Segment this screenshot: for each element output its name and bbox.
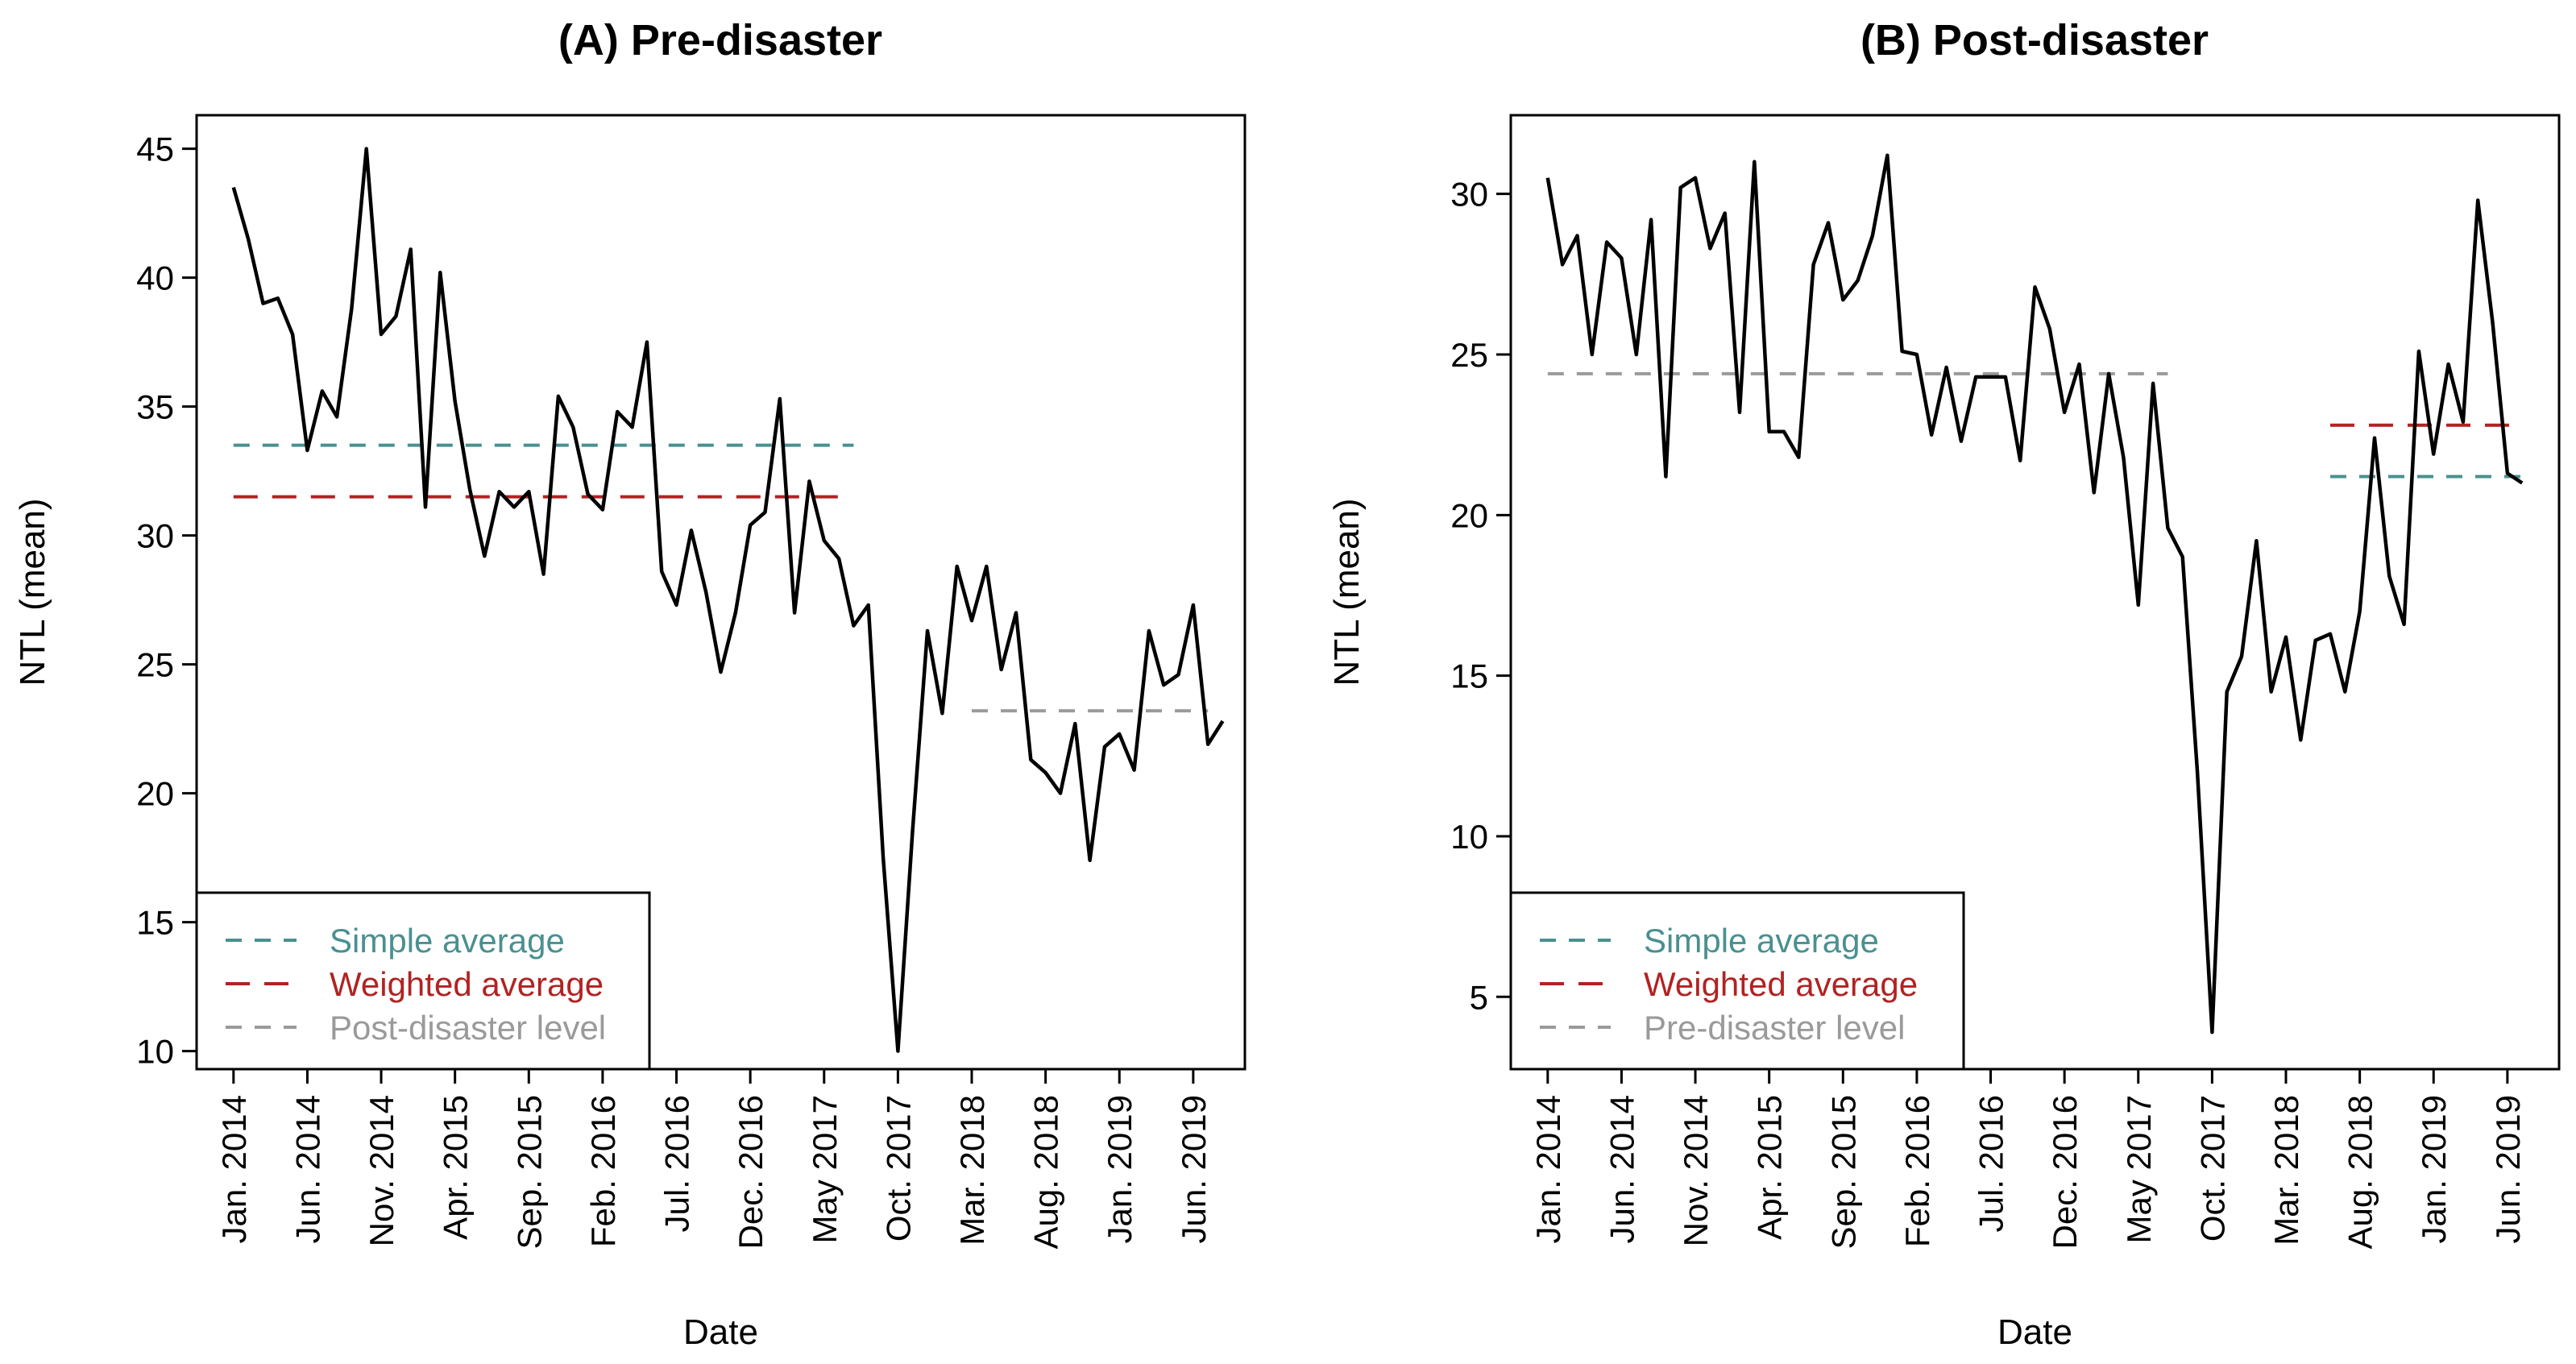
- x-tick-label: Sep. 2015: [1824, 1095, 1862, 1250]
- x-tick-label: Dec. 2016: [732, 1095, 769, 1249]
- y-tick-label: 30: [136, 517, 174, 555]
- x-tick-label: Jan. 2014: [1529, 1095, 1567, 1244]
- x-tick-label: Aug. 2018: [2342, 1095, 2379, 1250]
- legend-box: [195, 891, 651, 1071]
- legend-label: Pre-disaster level: [1644, 1009, 1905, 1047]
- legend-label: Weighted average: [330, 965, 604, 1003]
- x-tick-label: Feb. 2016: [584, 1095, 622, 1247]
- x-tick-label: Jun. 2014: [1603, 1095, 1641, 1244]
- series-line: [1545, 153, 2524, 1034]
- y-tick-label: 45: [136, 131, 174, 168]
- x-tick-label: Nov. 2014: [1677, 1095, 1715, 1246]
- y-tick-label: 10: [1450, 818, 1488, 856]
- x-tick-label: Feb. 2016: [1898, 1095, 1936, 1247]
- x-tick-label: Jun. 2014: [288, 1095, 326, 1244]
- y-tick-label: 25: [136, 646, 174, 684]
- legend-box: [1509, 891, 1965, 1071]
- legend-label: Weighted average: [1644, 965, 1918, 1003]
- y-tick-label: 40: [136, 259, 174, 297]
- series-line: [231, 147, 1225, 1053]
- x-tick-label: Apr. 2015: [437, 1095, 475, 1240]
- x-tick-label: Mar. 2018: [953, 1095, 991, 1246]
- y-tick-label: 35: [136, 388, 174, 426]
- x-tick-label: Oct. 2017: [879, 1095, 917, 1242]
- legend-label: Simple average: [1644, 922, 1879, 960]
- x-tick-label: Jan. 2014: [215, 1095, 253, 1244]
- y-tick-label: 20: [1450, 496, 1488, 534]
- y-axis-label: NTL (mean): [1327, 498, 1367, 686]
- x-tick-label: Aug. 2018: [1027, 1095, 1065, 1250]
- panel-post-disaster: (B) Post-disaster 5 10 15 20 25 30 Jan. 2014 Jun…: [1327, 16, 2561, 1352]
- x-tick-label: Jul. 2016: [658, 1095, 696, 1232]
- x-tick-label: Oct. 2017: [2193, 1095, 2231, 1242]
- chart-title: (B) Post-disaster: [1860, 16, 2209, 64]
- legend-label: Simple average: [330, 922, 565, 960]
- x-tick-label: May 2017: [806, 1095, 844, 1243]
- chart-title: (A) Pre-disaster: [558, 16, 882, 64]
- y-tick-label: 25: [1450, 336, 1488, 374]
- y-tick-label: 20: [136, 775, 174, 813]
- x-tick-label: Jul. 2016: [1972, 1095, 2010, 1232]
- x-tick-label: May 2017: [2120, 1095, 2158, 1243]
- x-tick-label: Apr. 2015: [1751, 1095, 1789, 1240]
- x-tick-label: Jun. 2019: [1175, 1095, 1213, 1244]
- x-tick-label: Nov. 2014: [363, 1095, 400, 1246]
- y-axis-label: NTL (mean): [13, 498, 52, 686]
- y-tick-label: 30: [1450, 176, 1488, 214]
- x-axis-label: Date: [683, 1312, 758, 1352]
- x-tick-label: Dec. 2016: [2046, 1095, 2084, 1249]
- x-axis-label: Date: [1997, 1312, 2072, 1352]
- y-tick-label: 5: [1470, 978, 1488, 1016]
- y-tick-label: 10: [136, 1033, 174, 1071]
- legend-label: Post-disaster level: [330, 1009, 606, 1047]
- x-tick-label: Jun. 2019: [2489, 1095, 2527, 1244]
- x-tick-label: Jan. 2019: [1101, 1095, 1139, 1244]
- y-tick-label: 15: [136, 904, 174, 942]
- x-tick-label: Sep. 2015: [510, 1095, 548, 1250]
- panel-pre-disaster: (A) Pre-disaster 10 15 20 25 30 35 40 45 Jan. 201…: [13, 16, 1247, 1352]
- y-tick-label: 15: [1450, 657, 1488, 695]
- x-tick-label: Jan. 2019: [2415, 1095, 2453, 1244]
- x-tick-label: Mar. 2018: [2267, 1095, 2305, 1246]
